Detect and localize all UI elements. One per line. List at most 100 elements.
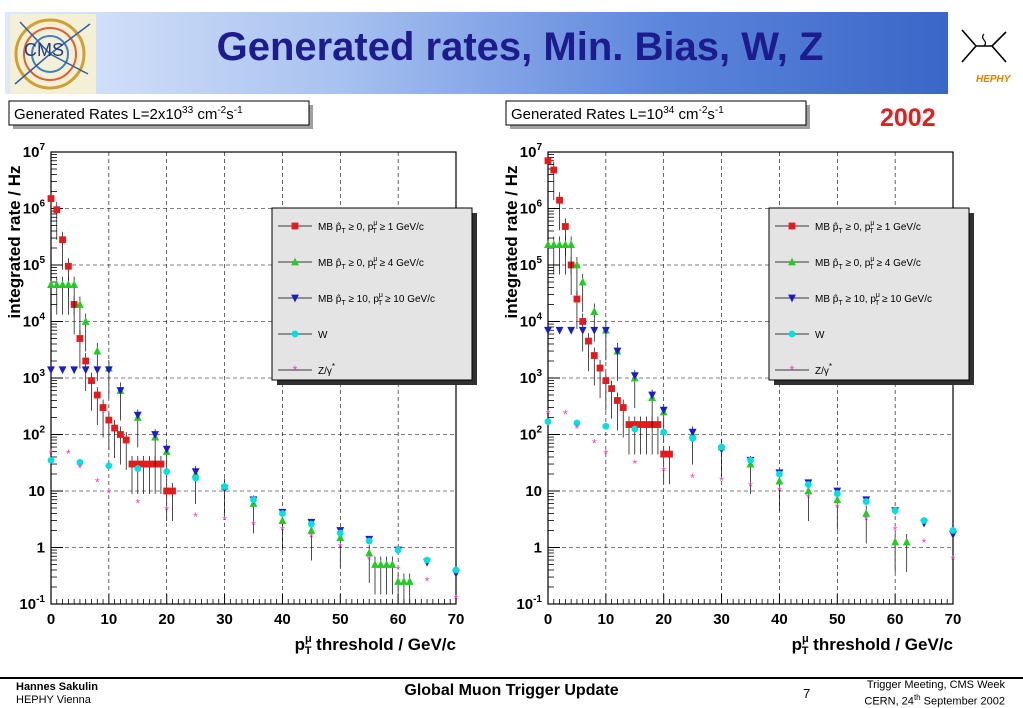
data-point: [544, 326, 552, 335]
data-point: *: [78, 462, 83, 476]
data-point: [804, 486, 813, 495]
data-point: [336, 533, 345, 541]
data-point: [660, 450, 668, 458]
data-point: [688, 428, 697, 437]
data-point: [134, 465, 142, 472]
x-tick-label: 20: [158, 611, 175, 628]
data-point: *: [951, 553, 956, 567]
slide-header: CMS Generated rates, Min. Bias, W, Z HEP…: [0, 0, 1023, 97]
data-point: *: [107, 487, 112, 501]
footer-institute: HEPHY Vienna: [16, 694, 91, 706]
y-tick-label: 104: [23, 312, 46, 331]
x-tick-label: 40: [274, 611, 291, 628]
data-point: [47, 366, 55, 375]
data-point: *: [575, 422, 580, 436]
series-3: [544, 418, 957, 534]
hephy-logo: HEPHY: [961, 29, 1012, 85]
y-axis-label: integrated rate / Hz: [502, 165, 521, 318]
data-point: [400, 577, 408, 585]
data-point: [625, 421, 633, 428]
data-point: [140, 460, 147, 468]
y-tick-label: 10-1: [19, 594, 45, 613]
data-point: [53, 206, 61, 214]
footer-divider: [0, 677, 1023, 679]
data-point: [117, 431, 124, 438]
data-point: *: [632, 457, 637, 471]
data-point: [104, 366, 113, 375]
footer-date-prefix: CERN, 24: [864, 695, 914, 708]
data-point: [116, 387, 125, 395]
legend-marker: [788, 330, 796, 338]
data-point: [93, 391, 101, 399]
x-tick-label: 10: [101, 611, 118, 628]
data-point: [70, 280, 79, 288]
data-point: [578, 326, 587, 335]
chart-title-box: Generated Rates L=1034 cm-2s-1: [505, 100, 810, 129]
data-point: *: [222, 514, 227, 528]
data-point: [862, 509, 871, 517]
data-point: *: [164, 504, 169, 518]
data-point: *: [66, 447, 71, 461]
legend-marker: *: [790, 363, 795, 377]
rate-chart-left: Generated Rates L=2x1033 cm-2s-1 0 10 20 30 4…: [5, 100, 477, 657]
slide-title: Generated rates, Min. Bias, W, Z: [216, 25, 824, 69]
y-tick-label: 1: [534, 540, 542, 557]
y-tick-label: 10-1: [516, 594, 542, 613]
data-point: [578, 277, 587, 286]
data-point: [134, 460, 142, 468]
x-tick-label: 50: [829, 611, 846, 628]
data-point: *: [280, 523, 285, 537]
data-point: *: [748, 480, 753, 494]
data-point: [614, 397, 621, 404]
x-tick-label: 10: [598, 611, 615, 628]
data-point: [394, 577, 403, 585]
data-point: [567, 326, 576, 335]
legend-marker: *: [293, 363, 298, 377]
cms-logo-text: CMS: [24, 40, 64, 60]
legend-entry: * Z/γ*: [278, 362, 335, 377]
data-point: [573, 295, 581, 303]
data-point: [549, 240, 558, 248]
data-point: [590, 326, 599, 335]
data-point: *: [604, 447, 609, 461]
data-point: [642, 421, 650, 428]
x-tick-label: 20: [655, 611, 672, 628]
data-point: [544, 240, 552, 248]
data-point: *: [661, 465, 666, 479]
data-point: [602, 377, 610, 384]
data-point: [833, 490, 841, 497]
y-tick-label: 10: [28, 483, 45, 500]
data-point: [630, 372, 639, 381]
data-point: [596, 364, 604, 372]
data-point: *: [49, 447, 54, 461]
chart-title: Generated Rates L=1034 cm-2s-1: [511, 105, 724, 123]
footer-talk-title: Global Muon Trigger Update: [404, 682, 619, 699]
data-point: [556, 196, 563, 204]
data-point: [81, 366, 90, 375]
y-tick-label: 104: [520, 312, 543, 331]
header-band: [5, 12, 948, 94]
data-point: [405, 577, 414, 585]
series-4: * * * * * * * * * * * * * * * * *: [546, 408, 956, 567]
legend-marker: [291, 257, 299, 266]
data-point: *: [806, 491, 811, 505]
data-point: [365, 537, 373, 545]
y-tick-label: 106: [23, 199, 46, 218]
x-tick-label: 70: [945, 611, 962, 628]
y-tick-label: 103: [23, 368, 46, 387]
data-point: [544, 157, 552, 165]
data-point: [151, 431, 160, 439]
data-point: [590, 307, 599, 315]
legend-label: W: [318, 330, 328, 341]
series-4: * * * * * * * * * * * * * * * * *: [49, 447, 459, 606]
legend-entry: MB p̂T ≥ 0, pμ T ≥ 4 GeV/c: [278, 256, 424, 271]
data-point: [371, 560, 379, 568]
legend-label: W: [815, 330, 825, 341]
legend-marker: [291, 222, 299, 230]
data-point: [388, 560, 397, 568]
page-number: 7: [803, 686, 811, 701]
legend-entry: W: [775, 330, 825, 341]
data-point: [747, 456, 754, 464]
data-point: [631, 421, 639, 428]
data-point: [619, 404, 627, 411]
